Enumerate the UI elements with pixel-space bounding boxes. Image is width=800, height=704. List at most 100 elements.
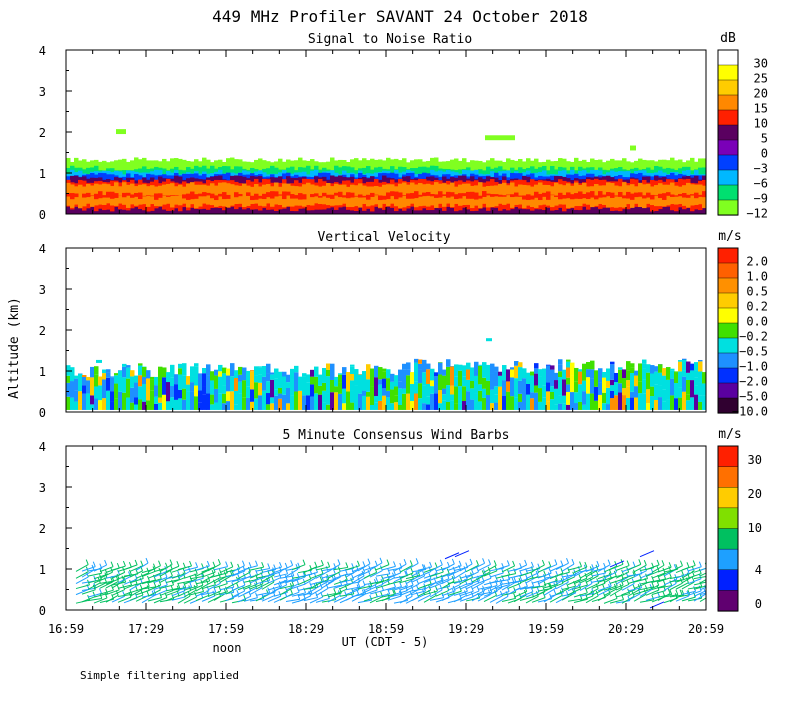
snr-cell-b7-99 [462,193,467,196]
y-tick-label-2-4: 4 [39,440,46,454]
velocity-cell-577 [646,389,651,403]
wind-barb-flag-528 [608,560,610,565]
snr-cell-b7-70 [346,192,351,198]
velocity-cell-153 [222,386,227,394]
wind-barb-flag-496 [579,574,581,579]
panel-title-vertical-velocity: Vertical Velocity [317,230,450,245]
velocity-cell-611 [678,371,683,388]
velocity-cell-217 [286,375,291,382]
snr-cell-b7-56 [290,194,295,199]
colorbar-swatch-2-4 [718,529,738,550]
velocity-cell-71 [138,375,143,386]
velocity-cell-477 [550,365,555,369]
snr-cell-b7-95 [446,192,451,198]
wind-barb-flag-396 [476,560,478,565]
snr-cell-b7-2 [74,194,79,198]
wind-barb-flag-556 [639,574,641,579]
snr-cell-b6-113 [518,185,523,205]
snr-cell-b6-108 [498,184,503,204]
velocity-cell-120 [190,391,195,410]
snr-cell-b7-128 [578,191,583,198]
velocity-cell-548 [618,367,623,369]
velocity-cell-529 [602,393,607,403]
velocity-cell-426 [502,380,507,396]
velocity-cell-317 [398,405,403,410]
snr-cell-b7-149 [662,193,667,200]
velocity-cell-323 [402,370,407,389]
velocity-cell-318 [398,388,403,405]
snr-cell-b6-15 [126,185,131,208]
velocity-cell-133 [202,387,207,394]
velocity-cell-15 [82,393,87,409]
velocity-cell-636 [698,371,703,382]
snr-cell-b7-103 [478,196,483,199]
velocity-cell-200 [270,380,275,398]
snr-cell-b7-122 [554,196,559,197]
velocity-cell-371 [450,401,455,410]
snr-cell-b7-66 [330,195,335,199]
velocity-cell-626 [690,370,695,380]
wind-barb-flag-378 [459,561,461,566]
velocity-cell-388 [466,391,471,410]
wind-barb-flag-14 [99,588,101,593]
velocity-cell-240 [318,386,323,395]
wind-barb-flag-132 [213,562,215,567]
velocity-cell-179 [250,371,255,389]
velocity-cell-7 [74,402,79,410]
y-tick-label-2-2: 2 [39,522,46,536]
velocity-cell-494 [566,384,571,392]
velocity-cell-79 [146,400,151,410]
wind-barb-flag-360 [440,560,442,565]
snr-cell-b7-147 [654,195,659,196]
velocity-cell-469 [546,391,551,401]
velocity-cell-122 [190,377,195,382]
velocity-cell-340 [418,360,423,364]
velocity-cell-550 [622,388,627,395]
snr-isolated-echo-2 [630,146,636,151]
wind-barb-flag-210 [291,560,293,565]
wind-barb-flag-590 [676,590,678,595]
velocity-cell-376 [454,404,459,410]
velocity-cell-209 [278,388,283,394]
velocity-cell-156 [226,401,231,410]
snr-cell-b7-11 [110,192,115,199]
velocity-cell-415 [490,364,495,373]
velocity-cell-500 [570,376,575,392]
velocity-cell-628 [694,395,699,410]
snr-cell-b7-30 [186,194,191,200]
velocity-cell-482 [558,404,563,410]
velocity-cell-568 [638,393,643,410]
velocity-cell-116 [182,363,187,375]
velocity-cell-467 [542,369,547,379]
snr-cell-b6-53 [278,187,283,205]
wind-barb-flag-628 [710,571,712,576]
velocity-cell-390 [466,369,471,379]
velocity-cell-601 [670,395,675,410]
velocity-cell-129 [198,403,203,410]
velocity-cell-229 [306,395,311,410]
velocity-cell-225 [298,377,303,391]
colorbar-swatch-1-0 [718,248,738,263]
wind-barb-flag-618 [699,562,701,567]
velocity-cell-602 [670,379,675,396]
wind-barb-flag-204 [285,563,287,568]
velocity-cell-192 [262,366,267,377]
velocity-cell-268 [350,403,355,410]
velocity-cell-10 [74,376,79,379]
wind-barb-flag-292 [376,577,378,582]
y-tick-label-1-3: 3 [39,283,46,297]
velocity-cell-139 [210,404,215,410]
velocity-cell-561 [630,373,635,381]
velocity-cell-121 [190,382,195,391]
snr-cell-b7-78 [378,195,383,200]
wind-barb-flag-486 [567,558,569,563]
velocity-cell-302 [382,379,387,389]
snr-cell-b7-144 [642,195,647,198]
velocity-cell-42 [110,391,115,401]
velocity-cell-357 [438,403,443,410]
wind-barb-108 [184,597,197,603]
snr-cell-b7-72 [354,196,359,197]
velocity-cell-585 [654,385,659,400]
snr-cell-b7-16 [130,194,135,197]
velocity-cell-98 [166,382,171,401]
